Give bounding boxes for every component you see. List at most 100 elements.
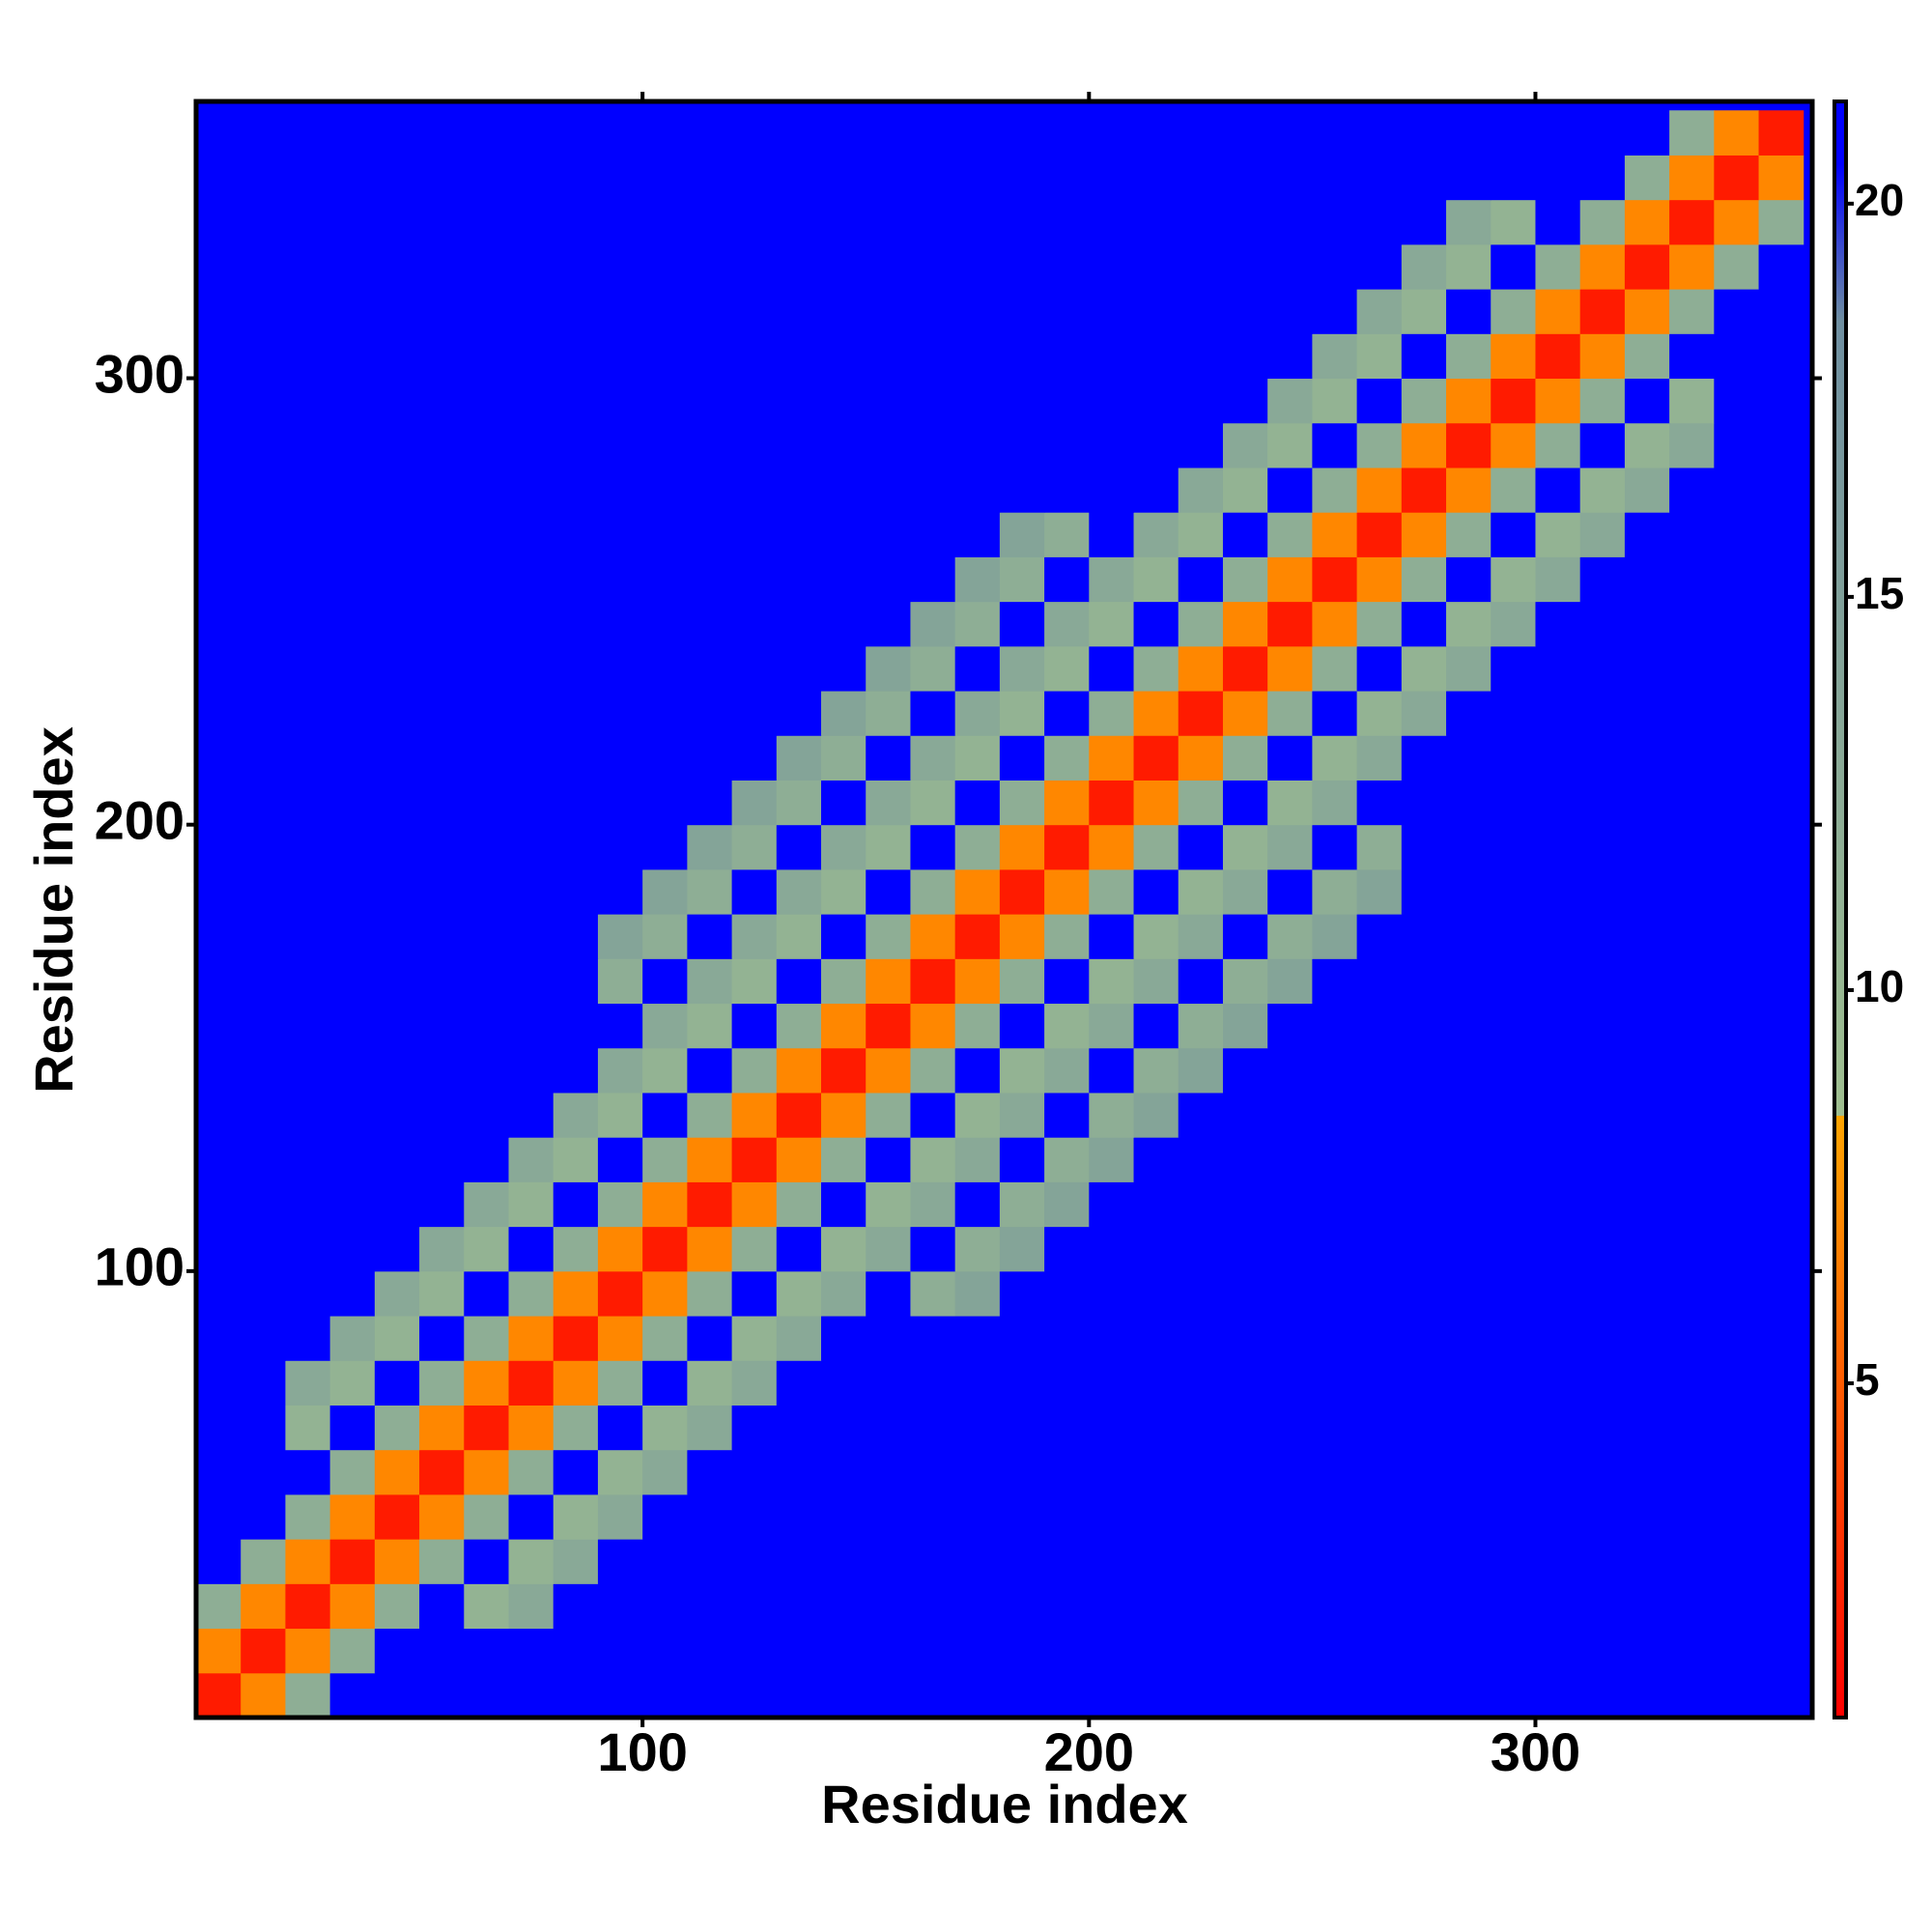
heatmap-cell: [1535, 691, 1581, 736]
heatmap-cell: [1579, 155, 1626, 201]
heatmap-cell: [910, 289, 956, 334]
heatmap-cell: [910, 110, 956, 156]
heatmap-cell: [285, 868, 331, 915]
heatmap-cell: [866, 243, 911, 290]
heatmap-cell: [687, 243, 733, 290]
heatmap-cell: [241, 1181, 286, 1228]
heatmap-cell: [1579, 1449, 1626, 1495]
heatmap-cell: [285, 1493, 331, 1540]
heatmap-cell: [776, 199, 822, 245]
heatmap-cell: [1446, 1181, 1492, 1228]
plot-frame: [193, 99, 1815, 1720]
heatmap-cell: [241, 1539, 286, 1584]
heatmap-cell: [1356, 1672, 1403, 1719]
heatmap-cell: [1178, 1092, 1224, 1138]
heatmap-cell: [196, 1672, 242, 1719]
heatmap-cell: [1758, 1092, 1804, 1138]
heatmap-cell: [464, 333, 510, 380]
heatmap-cell: [776, 1181, 822, 1228]
heatmap-cell: [1401, 601, 1447, 647]
heatmap-cell: [329, 289, 376, 334]
heatmap-cell: [553, 467, 599, 513]
heatmap-cell: [731, 824, 778, 870]
heatmap-cell: [329, 155, 376, 201]
heatmap-cell: [999, 1672, 1045, 1719]
heatmap-cell: [954, 824, 1001, 870]
heatmap-cell: [910, 556, 956, 603]
heatmap-cell: [508, 1583, 554, 1630]
heatmap-cell: [508, 914, 554, 959]
heatmap-cell: [1401, 780, 1447, 826]
heatmap-cell: [1312, 914, 1358, 959]
heatmap-cell: [508, 333, 554, 380]
heatmap-cell: [1624, 780, 1670, 826]
heatmap-cell: [1535, 1047, 1581, 1094]
heatmap-cell: [642, 645, 688, 692]
heatmap-cell: [1222, 199, 1268, 245]
heatmap-cell: [821, 1316, 867, 1361]
heatmap-cell: [1356, 110, 1403, 156]
heatmap-cell: [553, 1137, 599, 1182]
heatmap-cell: [1758, 110, 1804, 156]
heatmap-cell: [1133, 1449, 1179, 1495]
heatmap-cell: [241, 422, 286, 469]
heatmap-cell: [508, 289, 554, 334]
heatmap-cell: [1267, 1405, 1313, 1451]
heatmap-cell: [1267, 243, 1313, 290]
heatmap-cell: [910, 467, 956, 513]
heatmap-cell: [419, 1181, 465, 1228]
heatmap-cell: [1222, 1270, 1268, 1317]
heatmap-cell: [241, 1405, 286, 1451]
heatmap-cell: [374, 110, 420, 156]
y-tick-label: 200: [95, 789, 185, 850]
heatmap-cell: [1356, 1628, 1403, 1674]
heatmap-cell: [1758, 914, 1804, 959]
heatmap-cell: [1312, 1539, 1358, 1584]
heatmap-cell: [954, 1672, 1001, 1719]
heatmap-cell: [1401, 958, 1447, 1005]
heatmap-cell: [464, 289, 510, 334]
heatmap-cell: [329, 1270, 376, 1317]
heatmap-cell: [553, 645, 599, 692]
heatmap-cell: [1356, 467, 1403, 513]
heatmap-cell: [1714, 601, 1760, 647]
heatmap-cell: [1446, 780, 1492, 826]
heatmap-cell: [1178, 1672, 1224, 1719]
heatmap-cell: [1267, 155, 1313, 201]
heatmap-cell: [1312, 243, 1358, 290]
heatmap-cell: [1446, 1449, 1492, 1495]
heatmap-cell: [954, 467, 1001, 513]
heatmap-cell: [1222, 1449, 1268, 1495]
heatmap-cell: [597, 1270, 643, 1317]
heatmap-cell: [1089, 467, 1135, 513]
heatmap-cell: [1669, 958, 1715, 1005]
heatmap-cell: [1133, 780, 1179, 826]
heatmap-cell: [1758, 1226, 1804, 1272]
heatmap-cell: [1356, 824, 1403, 870]
heatmap-cell: [241, 1449, 286, 1495]
heatmap-cell: [1356, 1226, 1403, 1272]
heatmap-cell: [866, 1092, 911, 1138]
heatmap-cell: [1356, 1405, 1403, 1451]
heatmap-cell: [1579, 1316, 1626, 1361]
heatmap-cell: [1758, 333, 1804, 380]
heatmap-cell: [1044, 1628, 1090, 1674]
heatmap-cell: [1356, 780, 1403, 826]
heatmap-cell: [954, 1137, 1001, 1182]
heatmap-cell: [196, 155, 242, 201]
heatmap-cell: [954, 914, 1001, 959]
heatmap-cell: [1044, 1316, 1090, 1361]
heatmap-cell: [464, 1137, 510, 1182]
heatmap-cell: [1624, 1539, 1670, 1584]
heatmap-cell: [1535, 1226, 1581, 1272]
heatmap-cell: [1089, 1539, 1135, 1584]
heatmap-cell: [241, 958, 286, 1005]
heatmap-cell: [1579, 110, 1626, 156]
heatmap-cell: [597, 1405, 643, 1451]
heatmap-cell: [1133, 1003, 1179, 1049]
heatmap-cell: [1089, 914, 1135, 959]
heatmap-cell: [687, 824, 733, 870]
heatmap-cell: [329, 1628, 376, 1674]
heatmap-cell: [464, 1092, 510, 1138]
